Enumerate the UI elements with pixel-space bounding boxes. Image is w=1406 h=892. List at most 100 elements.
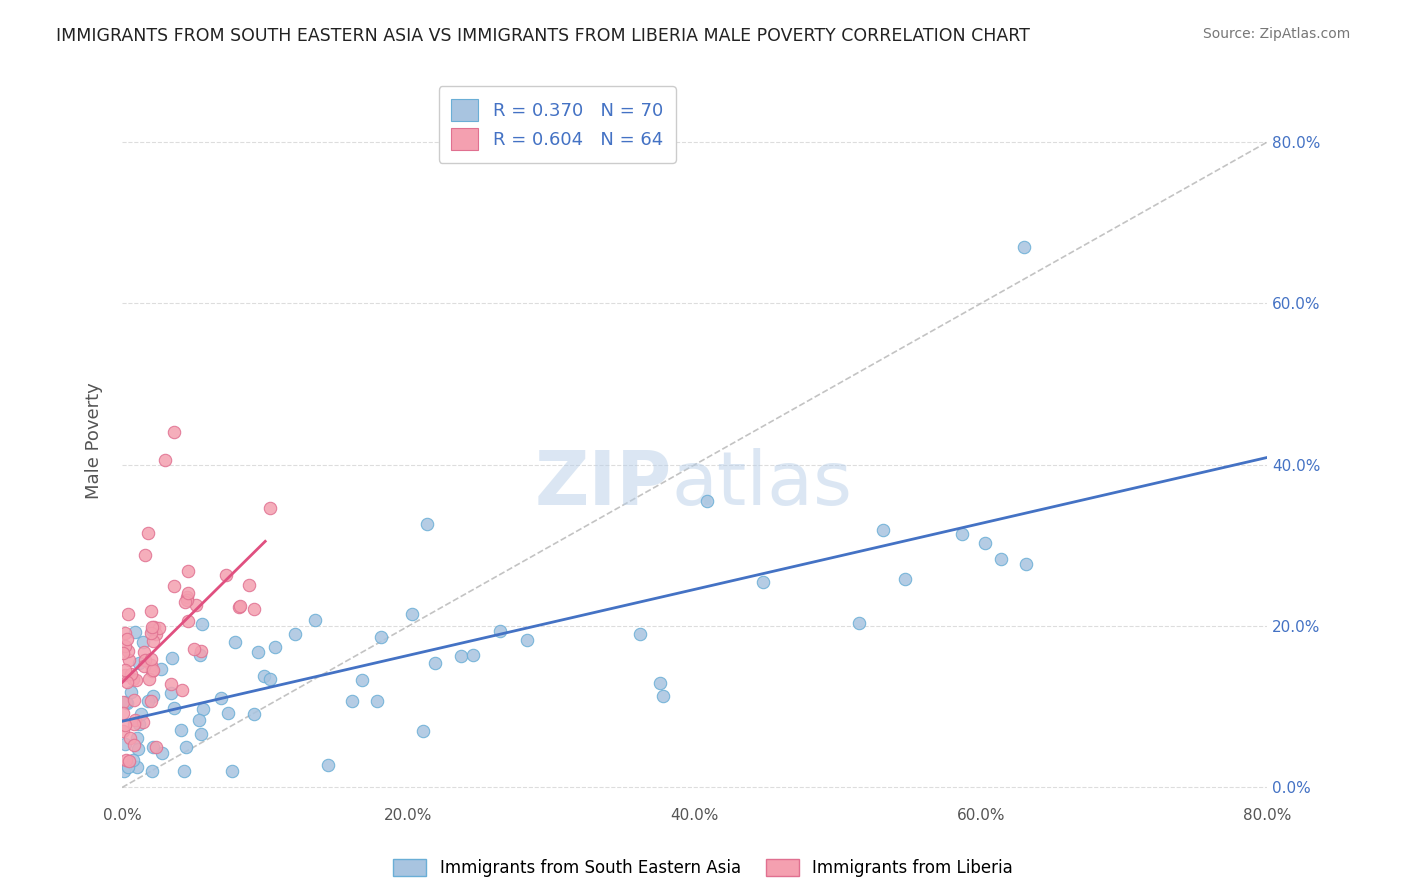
Point <box>139 658 162 673</box>
Point <box>142 690 165 704</box>
Point <box>160 651 183 665</box>
Point <box>172 683 194 698</box>
Point <box>118 653 141 667</box>
Point <box>142 664 165 678</box>
Point <box>412 724 434 739</box>
Point <box>215 567 238 582</box>
Point <box>188 713 211 727</box>
Point <box>141 620 163 634</box>
Point <box>190 727 212 741</box>
Point <box>342 694 364 708</box>
Legend: R = 0.370   N = 70, R = 0.604   N = 64: R = 0.370 N = 70, R = 0.604 N = 64 <box>439 87 676 163</box>
Point <box>114 664 136 678</box>
Point <box>304 614 326 628</box>
Point <box>122 693 145 707</box>
Point <box>111 724 134 739</box>
Point <box>350 673 373 687</box>
Point <box>243 706 266 721</box>
Point <box>120 666 142 681</box>
Point <box>284 626 307 640</box>
Point <box>129 706 152 721</box>
Point <box>159 686 181 700</box>
Legend: Immigrants from South Eastern Asia, Immigrants from Liberia: Immigrants from South Eastern Asia, Immi… <box>387 852 1019 884</box>
Point <box>176 592 198 607</box>
Point <box>259 673 281 687</box>
Point <box>120 685 142 699</box>
Point <box>141 624 163 638</box>
Point <box>450 648 472 663</box>
Point <box>128 716 150 731</box>
Point <box>112 764 135 779</box>
Point <box>148 621 170 635</box>
Point <box>125 760 148 774</box>
Point <box>150 662 173 676</box>
Point <box>114 626 136 640</box>
Point <box>115 696 138 710</box>
Point <box>115 753 138 767</box>
Point <box>209 690 232 705</box>
Point <box>193 702 215 716</box>
Point <box>125 731 148 745</box>
Point <box>990 551 1012 566</box>
Point <box>264 640 287 654</box>
Point <box>173 595 195 609</box>
Point <box>872 524 894 538</box>
Point <box>316 758 339 772</box>
Point <box>124 714 146 728</box>
Point <box>155 453 177 467</box>
Point <box>150 746 173 760</box>
Point <box>170 723 193 737</box>
Point <box>142 739 165 754</box>
Point <box>132 645 155 659</box>
Text: Source: ZipAtlas.com: Source: ZipAtlas.com <box>1202 27 1350 41</box>
Point <box>124 716 146 731</box>
Point <box>127 742 149 756</box>
Point <box>696 494 718 508</box>
Point <box>173 764 195 779</box>
Point <box>114 718 136 732</box>
Point <box>489 624 512 639</box>
Point <box>114 639 136 653</box>
Point <box>122 753 145 767</box>
Point <box>132 659 155 673</box>
Point <box>224 635 246 649</box>
Y-axis label: Male Poverty: Male Poverty <box>86 382 103 499</box>
Point <box>974 535 997 549</box>
Point <box>125 673 148 687</box>
Point <box>142 633 165 648</box>
Point <box>118 731 141 745</box>
Point <box>114 738 136 752</box>
Point <box>117 760 139 774</box>
Point <box>516 632 538 647</box>
Point <box>139 694 162 708</box>
Point <box>176 591 198 605</box>
Point <box>238 578 260 592</box>
Point <box>124 625 146 640</box>
Point <box>115 674 138 689</box>
Point <box>131 635 153 649</box>
Point <box>243 602 266 616</box>
Point <box>111 646 134 660</box>
Point <box>118 755 141 769</box>
Point <box>246 644 269 658</box>
Point <box>628 627 651 641</box>
Point <box>134 653 156 667</box>
Point <box>228 599 250 614</box>
Point <box>253 669 276 683</box>
Point <box>115 695 138 709</box>
Point <box>163 578 186 592</box>
Point <box>128 656 150 670</box>
Point <box>370 631 392 645</box>
Point <box>145 626 167 640</box>
Point <box>122 672 145 686</box>
Point <box>950 527 973 541</box>
Point <box>648 676 671 690</box>
Point <box>415 516 437 531</box>
Point <box>401 607 423 621</box>
Point <box>145 739 167 754</box>
Point <box>136 526 159 541</box>
Point <box>174 739 197 754</box>
Point <box>141 626 163 640</box>
Point <box>114 667 136 681</box>
Point <box>190 644 212 658</box>
